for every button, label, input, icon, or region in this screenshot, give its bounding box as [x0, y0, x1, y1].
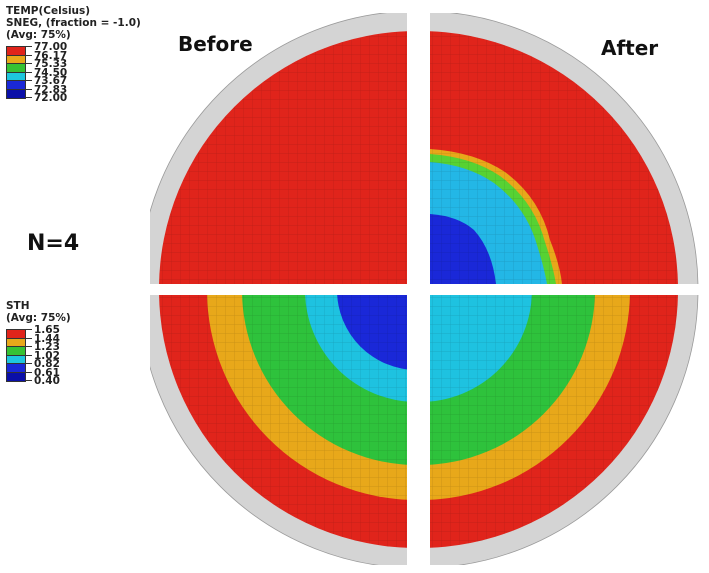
legend-value: 1.02	[34, 349, 60, 362]
temp-legend: TEMP(Celsius) SNEG, (fraction = -1.0) (A…	[6, 5, 141, 114]
legend-avg: (Avg: 75%)	[6, 29, 71, 41]
legend-tick	[26, 88, 32, 90]
legend-value: 77.00	[34, 41, 68, 53]
legend-tick	[26, 380, 32, 381]
legend-tick	[26, 371, 32, 373]
legend-value: 75.33	[34, 58, 68, 70]
legend-title: TEMP(Celsius)	[6, 5, 91, 17]
quadrant-after-sth	[430, 295, 699, 565]
legend-avg: (Avg: 75%)	[6, 312, 71, 324]
legend-value: 76.17	[34, 49, 68, 62]
legend-tick	[26, 354, 32, 356]
legend-value: 1.65	[34, 324, 60, 336]
n-label: N=4	[27, 231, 80, 256]
mesh-overlay	[159, 295, 407, 548]
legend-tick	[26, 80, 32, 81]
legend-tick	[26, 346, 32, 347]
quadrant-before-temp	[150, 13, 407, 284]
quadrant-after-temp	[430, 13, 699, 284]
legend-value: 73.67	[34, 75, 68, 87]
legend-value: 0.40	[34, 375, 60, 387]
legend-scale: 1.65 1.44 1.23 1.02 0.82 0.61 0.40	[6, 325, 71, 397]
legend-swatch	[6, 371, 26, 382]
before-label: Before	[178, 32, 253, 56]
legend-tick	[26, 363, 32, 364]
legend-tick	[26, 54, 32, 56]
legend-value: 74.50	[34, 66, 68, 79]
legend-value: 0.82	[34, 358, 60, 370]
legend-tick	[26, 97, 32, 98]
legend-value: 0.61	[34, 366, 60, 379]
legend-title: STH	[6, 300, 30, 312]
legend-tick	[26, 329, 32, 330]
sth-legend: STH (Avg: 75%) 1.65 1.44 1.23 1.02 0.82 0.61 0…	[6, 300, 71, 397]
quadrant-before-sth	[150, 295, 407, 565]
legend-tick	[26, 71, 32, 73]
legend-subtitle: SNEG, (fraction = -1.0)	[6, 17, 141, 29]
legend-value: 1.23	[34, 341, 60, 353]
legend-tick	[26, 337, 32, 339]
after-label: After	[601, 36, 659, 60]
legend-swatch	[6, 88, 26, 99]
legend-tick	[26, 46, 32, 47]
legend-tick	[26, 63, 32, 64]
legend-scale: 77.00 76.17 75.33 74.50 73.67 72.83 72.00	[6, 42, 141, 114]
mesh-overlay	[159, 31, 407, 284]
legend-value: 72.83	[34, 83, 68, 96]
mesh-overlay	[430, 295, 678, 548]
mesh-overlay	[430, 31, 678, 284]
legend-value: 72.00	[34, 92, 68, 104]
legend-value: 1.44	[34, 332, 60, 345]
